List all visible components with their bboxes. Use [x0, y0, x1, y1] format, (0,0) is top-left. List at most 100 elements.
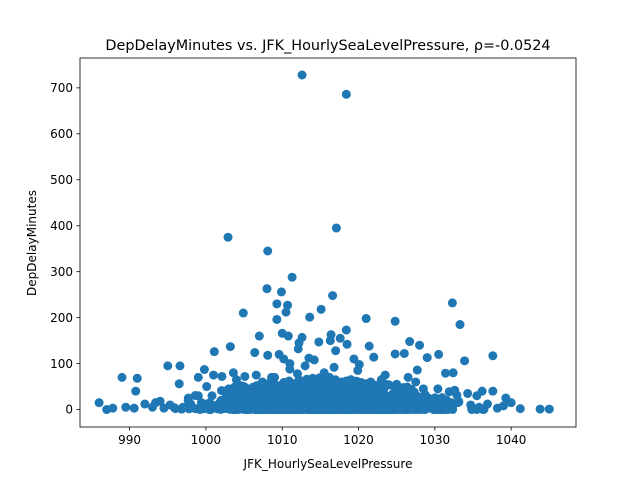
- data-point: [293, 344, 303, 354]
- data-point: [243, 396, 253, 406]
- data-point: [117, 372, 127, 382]
- data-point: [199, 365, 209, 375]
- plot-area: [94, 70, 554, 415]
- data-point: [331, 223, 341, 233]
- data-point: [209, 370, 219, 380]
- data-point: [272, 299, 282, 309]
- data-point: [366, 377, 376, 387]
- data-point: [94, 398, 104, 408]
- data-point: [443, 402, 453, 412]
- data-point: [268, 392, 278, 402]
- data-point: [325, 372, 335, 382]
- data-point: [430, 401, 440, 411]
- data-point: [223, 232, 233, 242]
- data-point: [312, 393, 322, 403]
- x-tick-label: 1000: [191, 433, 222, 447]
- data-point: [341, 325, 351, 335]
- data-point: [390, 349, 400, 359]
- data-point: [163, 361, 173, 371]
- data-point: [447, 298, 457, 308]
- data-point: [193, 372, 203, 382]
- x-axis: 990 1000 1010 1020 1030 1040: [118, 427, 526, 447]
- data-point: [257, 377, 267, 387]
- data-point: [327, 404, 336, 414]
- data-point: [217, 371, 227, 381]
- data-point: [412, 365, 422, 375]
- data-point: [132, 373, 142, 383]
- data-point: [441, 368, 451, 378]
- data-point: [437, 396, 447, 406]
- data-point: [316, 304, 326, 314]
- data-point: [315, 378, 325, 388]
- y-tick-label: 300: [50, 265, 73, 279]
- data-point: [247, 386, 257, 396]
- data-point: [202, 382, 212, 392]
- data-point: [305, 312, 315, 322]
- data-point: [418, 384, 428, 394]
- data-point: [190, 404, 200, 414]
- data-point: [344, 404, 354, 414]
- data-point: [358, 395, 368, 405]
- y-axis: 0 100 200 300 400 500 600 700: [50, 81, 80, 417]
- data-point: [129, 403, 139, 413]
- x-axis-label: JFK_HourlySeaLevelPressure: [243, 457, 413, 471]
- data-point: [288, 404, 298, 414]
- data-point: [170, 404, 180, 414]
- data-point: [265, 379, 275, 389]
- data-point: [281, 402, 291, 412]
- data-point: [334, 402, 344, 412]
- data-point: [345, 393, 355, 403]
- data-point: [399, 348, 409, 358]
- data-point: [488, 386, 498, 396]
- data-point: [174, 379, 184, 389]
- data-point: [325, 336, 335, 346]
- y-tick-label: 200: [50, 311, 73, 325]
- data-point: [155, 396, 165, 406]
- x-tick-label: 1010: [267, 433, 298, 447]
- data-point: [250, 348, 260, 358]
- data-point: [323, 395, 333, 405]
- data-point: [197, 402, 207, 412]
- data-point: [216, 395, 226, 405]
- data-point: [287, 272, 297, 282]
- data-point: [240, 371, 250, 381]
- data-point: [289, 388, 299, 398]
- y-axis-label: DepDelayMinutes: [25, 190, 39, 296]
- data-point: [320, 387, 330, 397]
- data-point: [415, 398, 425, 408]
- data-point: [499, 401, 509, 411]
- data-point: [448, 368, 458, 378]
- data-point: [270, 372, 280, 382]
- chart-title: DepDelayMinutes vs. JFK_HourlySeaLevelPr…: [105, 38, 550, 54]
- data-point: [304, 400, 314, 410]
- data-point: [279, 354, 289, 364]
- data-point: [263, 246, 273, 256]
- axes-frame: [79, 57, 577, 428]
- data-point: [292, 369, 302, 379]
- data-point: [300, 361, 310, 371]
- data-point: [193, 391, 203, 401]
- data-point: [386, 400, 396, 410]
- data-point: [361, 314, 371, 324]
- data-point: [231, 375, 241, 385]
- data-point: [284, 376, 294, 386]
- data-point: [329, 362, 339, 372]
- data-point: [131, 386, 141, 396]
- data-point: [466, 400, 476, 410]
- scatter-points: [94, 70, 554, 415]
- data-point: [369, 352, 379, 362]
- data-point: [108, 403, 118, 413]
- data-point: [334, 391, 344, 401]
- data-point: [175, 361, 185, 371]
- data-point: [328, 291, 338, 301]
- data-point: [225, 342, 235, 352]
- data-point: [463, 388, 473, 398]
- y-tick-label: 100: [50, 357, 73, 371]
- data-point: [262, 284, 272, 294]
- data-point: [299, 391, 309, 401]
- data-point: [283, 300, 293, 310]
- data-point: [342, 339, 352, 349]
- y-tick-label: 0: [65, 403, 73, 417]
- data-point: [415, 340, 425, 350]
